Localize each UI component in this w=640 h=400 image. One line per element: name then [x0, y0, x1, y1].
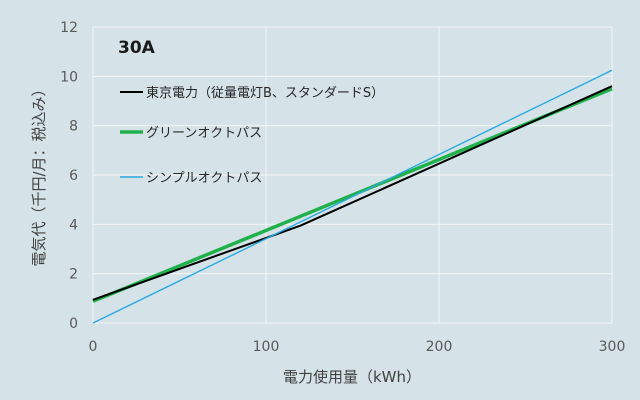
grid	[92, 26, 613, 324]
series-line-2	[92, 69, 613, 324]
y-tick-label: 0	[69, 316, 78, 332]
tick-labels: 0 2 4 6 8 10 12 0 100 200 300	[60, 20, 625, 355]
x-axis-title: 電力使用量（kWh）	[283, 368, 421, 386]
legend-label-0: 東京電力（従量電灯B、スタンダードS）	[146, 85, 384, 101]
y-tick-label: 4	[69, 217, 78, 233]
y-tick-label: 12	[60, 20, 78, 36]
legend-label-1: グリーンオクトパス	[146, 126, 262, 141]
legend-label-2: シンプルオクトパス	[146, 171, 262, 186]
y-tick-label: 2	[69, 267, 78, 283]
y-tick-label: 6	[69, 168, 78, 184]
x-tick-label: 0	[89, 339, 98, 355]
series-lines	[92, 69, 613, 324]
y-axis-title: 電気代（千円/月：税込み）	[30, 81, 48, 266]
chart-title: 30A	[118, 38, 156, 58]
x-tick-label: 200	[426, 339, 453, 355]
x-tick-label: 300	[599, 339, 626, 355]
x-tick-label: 100	[253, 339, 280, 355]
y-tick-label: 10	[60, 69, 78, 85]
y-tick-label: 8	[69, 119, 78, 135]
series-line-0	[92, 85, 613, 301]
